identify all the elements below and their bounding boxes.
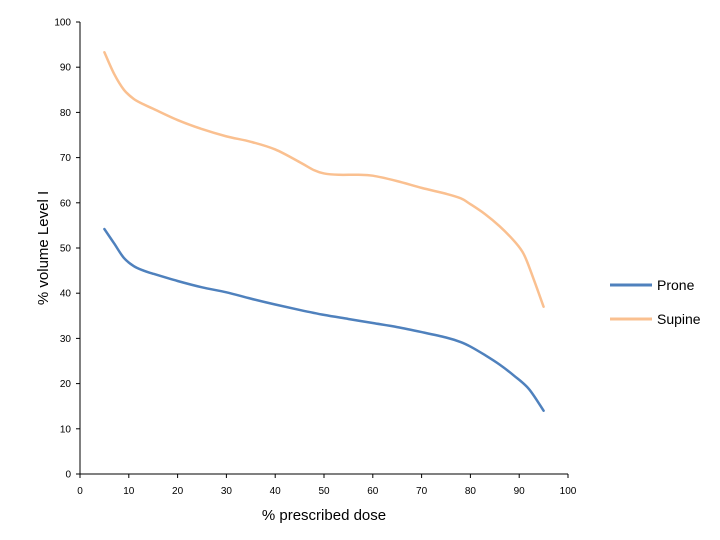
x-tick-label: 0	[77, 486, 83, 497]
x-tick-label: 50	[318, 486, 330, 497]
x-tick-label: 100	[560, 486, 577, 497]
y-tick-label: 0	[65, 470, 71, 481]
y-tick-label: 50	[60, 244, 72, 255]
legend-label-prone: Prone	[657, 277, 695, 293]
x-axis-title: % prescribed dose	[262, 507, 386, 524]
y-tick-label: 20	[60, 379, 72, 390]
x-tick-label: 30	[221, 486, 233, 497]
x-tick-label: 10	[123, 486, 135, 497]
x-tick-label: 60	[367, 486, 379, 497]
x-tick-label: 40	[270, 486, 282, 497]
x-tick-label: 90	[514, 486, 526, 497]
y-tick-label: 100	[54, 18, 71, 29]
y-tick-label: 60	[60, 198, 72, 209]
series-lines	[103, 51, 545, 412]
legend-label-supine: Supine	[657, 311, 701, 327]
x-tick-label: 70	[416, 486, 428, 497]
y-tick-label: 40	[60, 289, 72, 300]
y-tick-label: 80	[60, 108, 72, 119]
y-tick-label: 90	[60, 63, 72, 74]
y-tick-label: 30	[60, 334, 72, 345]
x-tick-label: 20	[172, 486, 184, 497]
y-tick-label: 70	[60, 153, 72, 164]
y-tick-label: 10	[60, 424, 72, 435]
legend: Prone Supine	[610, 277, 701, 327]
tick-labels: 0 10 20 30 40 50 60 70 80 90 100 0 10 20 30 40 50 60 70 80 9…	[54, 18, 576, 498]
series-line-prone	[103, 227, 545, 412]
series-line-supine	[103, 51, 545, 309]
x-tick-label: 80	[465, 486, 477, 497]
axes	[76, 21, 569, 478]
y-axis-title: % volume Level I	[35, 191, 52, 305]
